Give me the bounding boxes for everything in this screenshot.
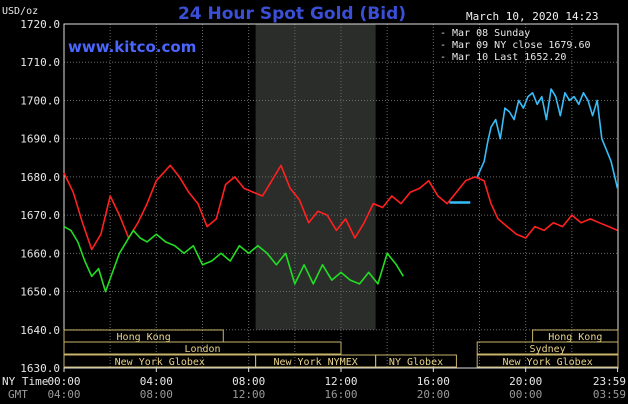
chart-date: March 10, 2020 14:23 (466, 10, 598, 23)
session-box (63, 341, 342, 355)
site-url[interactable]: www.kitco.com (68, 38, 196, 56)
gmt-label: GMT (8, 388, 28, 401)
x-tick-gmt-label: 20:00 (417, 388, 450, 401)
x-tick-ny-label: 20:00 (509, 375, 542, 388)
series-mar10-line (63, 225, 404, 293)
x-axis-ticks: 00:0004:0004:0008:0008:0012:0012:0016:00… (47, 368, 626, 401)
session-label: NY Globex (389, 357, 443, 368)
x-tick-gmt-label: 16:00 (324, 388, 357, 401)
y-tick-label: 1700.0 (20, 94, 60, 107)
x-tick-ny-label: 23:59 (593, 375, 626, 388)
ny-time-label: NY Time (2, 375, 48, 388)
session-box (375, 354, 457, 368)
session-label: Hong Kong (548, 332, 602, 343)
x-tick-ny-label: 08:00 (232, 375, 265, 388)
legend-entry-mar10: - Mar 10 Last 1652.20 (440, 52, 566, 63)
session-label: Sydney (530, 344, 566, 355)
price-series (63, 88, 619, 293)
y-tick-label: 1710.0 (20, 56, 60, 69)
x-tick-ny-label: 12:00 (324, 375, 357, 388)
trading-sessions: Hong Kong Hong Kong London Sydney New York G… (63, 329, 619, 368)
session-box (476, 341, 619, 355)
x-tick-ny-label: 00:00 (47, 375, 80, 388)
x-tick-gmt-label: 08:00 (140, 388, 173, 401)
session-label: New York Globex (115, 357, 205, 368)
legend-entry-mar08: - Mar 08 Sunday (440, 28, 530, 39)
y-axis-ticks: 1720.0 1710.0 1700.0 1690.0 1680.0 1670.0 1660… (20, 18, 60, 375)
y-tick-label: 1690.0 (20, 133, 60, 146)
x-tick-gmt-label: 04:00 (47, 388, 80, 401)
series-mar08-line (476, 88, 619, 189)
session-label: Hong Kong (117, 332, 171, 343)
chart-title: 24 Hour Spot Gold (Bid) (178, 4, 406, 24)
session-label: New York NYMEX (273, 357, 357, 368)
legend-entry-mar09: - Mar 09 NY close 1679.60 (440, 40, 591, 51)
session-label: London (184, 344, 220, 355)
y-tick-label: 1630.0 (20, 362, 60, 375)
session-label: New York Globex (502, 357, 592, 368)
y-tick-label: 1640.0 (20, 324, 60, 337)
y-tick-label: 1660.0 (20, 247, 60, 260)
y-tick-label: 1670.0 (20, 209, 60, 222)
x-tick-ny-label: 04:00 (140, 375, 173, 388)
y-tick-label: 1650.0 (20, 286, 60, 299)
unit-label: USD/oz (2, 6, 38, 17)
y-tick-label: 1720.0 (20, 18, 60, 31)
x-tick-ny-label: 16:00 (417, 375, 450, 388)
series-mar09-line (63, 164, 618, 251)
x-tick-gmt-label: 00:00 (509, 388, 542, 401)
x-tick-gmt-label: 12:00 (232, 388, 265, 401)
session-box (476, 354, 619, 368)
x-tick-gmt-label: 03:59 (593, 388, 626, 401)
y-tick-label: 1680.0 (20, 171, 60, 184)
legend: - Mar 08 Sunday - Mar 09 NY close 1679.6… (440, 28, 591, 63)
